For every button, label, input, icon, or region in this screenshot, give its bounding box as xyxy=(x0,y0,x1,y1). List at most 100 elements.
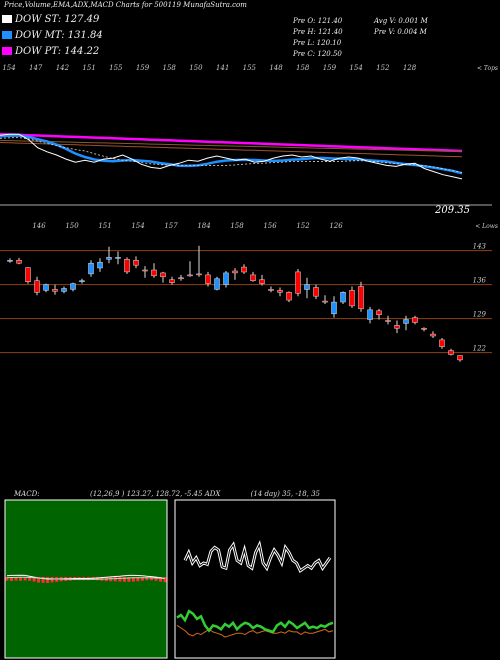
candle-body xyxy=(25,267,31,282)
adx-line-inner xyxy=(184,543,331,572)
macd-histogram-bar xyxy=(127,577,131,582)
candle-body xyxy=(232,270,238,274)
legend-swatch-pt xyxy=(2,47,12,55)
ema-top-tick-label: 155 xyxy=(243,64,257,72)
legend-label-pt: DOW PT: 144.22 xyxy=(15,46,100,57)
candle-body xyxy=(214,278,220,290)
candle-body xyxy=(169,279,175,283)
candle-body xyxy=(178,277,184,280)
candle-top-tick-label: 184 xyxy=(197,222,210,230)
macd-histogram-bar xyxy=(118,577,122,582)
candle-body xyxy=(268,289,274,291)
ema-top-tick-label: 141 xyxy=(216,64,229,72)
candle-body xyxy=(106,257,112,260)
candle-body xyxy=(205,274,211,284)
adx-values: (14 day) 35, -18, 35 xyxy=(250,490,321,498)
legend-label-mt: DOW MT: 131.84 xyxy=(15,30,103,41)
macd-histogram-bar xyxy=(122,577,126,582)
ema-top-tick-label: 128 xyxy=(403,64,417,72)
candle-body xyxy=(403,319,409,324)
macd-title: MACD xyxy=(14,490,38,498)
candle-top-tick-label: 157 xyxy=(164,222,178,230)
candle-body xyxy=(295,271,301,294)
ema-top-tick-label: 142 xyxy=(56,64,70,72)
candle-body xyxy=(457,355,463,361)
stat-prev-close: Pre C: 120.50 xyxy=(293,50,342,58)
candle-body xyxy=(286,292,292,301)
candle-body xyxy=(421,328,427,330)
ema-top-tick-label: 154 xyxy=(349,64,362,72)
macd-signal-line xyxy=(6,576,166,580)
ema-last-label: 209.35 xyxy=(434,205,470,216)
macd-histogram-bar xyxy=(145,577,149,581)
candle-body xyxy=(70,283,76,290)
macd-histogram-bar xyxy=(14,577,18,581)
candle-body xyxy=(61,288,67,292)
candle-body xyxy=(304,284,310,290)
macd-histogram-bar xyxy=(113,577,117,582)
candle-body xyxy=(43,284,49,291)
macd-histogram-bar xyxy=(159,577,162,582)
candle-body xyxy=(412,317,418,323)
candle-body xyxy=(115,257,121,259)
price-level-label: 136 xyxy=(473,277,487,285)
macd-histogram-bar xyxy=(95,577,99,581)
ema-top-tick-label: 151 xyxy=(82,64,95,72)
candle-body xyxy=(349,290,355,307)
candle-body xyxy=(259,279,265,284)
ema-st-line xyxy=(0,133,463,180)
candle-top-tick-label: 152 xyxy=(296,222,310,230)
candle-top-tick-label: 150 xyxy=(65,222,79,230)
candle-body xyxy=(187,274,193,277)
ema-top-tick-label: 159 xyxy=(136,64,150,72)
price-level-label: 143 xyxy=(473,243,487,251)
legend-swatch-st xyxy=(2,15,12,23)
candle-body xyxy=(313,287,319,297)
macd-histogram-bar xyxy=(140,577,144,581)
stat-prev-open: Pre O: 121.40 xyxy=(293,17,343,25)
candle-body xyxy=(430,333,436,337)
macd-values: (12,26,9 ) 123.27, 128.72, -5.45 xyxy=(90,490,203,498)
candle-body xyxy=(124,259,130,273)
macd-histogram-bar xyxy=(5,577,9,581)
stat-prev-high: Pre H: 121.40 xyxy=(293,28,343,36)
macd-histogram-bar xyxy=(37,577,41,583)
candle-body xyxy=(133,260,139,266)
adx-title: ADX xyxy=(204,490,221,498)
candle-lows-label: < Lows xyxy=(475,223,498,230)
ema-top-tick-label: 154 xyxy=(2,64,15,72)
candle-body xyxy=(340,292,346,303)
candle-body xyxy=(394,325,400,329)
candle-body xyxy=(196,273,202,276)
ema-top-tick-label: 148 xyxy=(269,64,283,72)
legend-label-st: DOW ST: 127.49 xyxy=(15,14,100,25)
candle-body xyxy=(79,280,85,282)
adx-label: (12,26,9 ) 123.27, 128.72, -5.45 ADX (14… xyxy=(90,490,320,498)
macd-histogram-bar xyxy=(28,577,32,581)
candle-body xyxy=(376,310,382,315)
candle-top-tick-label: 126 xyxy=(329,222,343,230)
stat-prev-low: Pre L: 120.10 xyxy=(293,39,342,47)
ema-top-tick-label: 152 xyxy=(376,64,390,72)
macd-label: MACD: xyxy=(14,490,40,498)
candle-body xyxy=(97,261,103,269)
candle-top-tick-label: 156 xyxy=(263,222,277,230)
ema-dotted-line xyxy=(0,137,463,173)
candle-top-tick-label: 151 xyxy=(98,222,111,230)
macd-histogram-bar xyxy=(50,577,54,583)
stat-prev-volume: Pre V: 0.004 M xyxy=(374,28,427,36)
candle-body xyxy=(367,309,373,320)
ema-top-tick-label: 155 xyxy=(109,64,123,72)
chart-title: Price,Volume,EMA,ADX,MACD Charts for 500… xyxy=(4,1,247,9)
macd-histogram-bar xyxy=(41,577,45,583)
ema-long-line-1 xyxy=(0,139,463,153)
candle-body xyxy=(223,272,229,285)
candle-body xyxy=(250,274,256,281)
macd-histogram-bar xyxy=(131,577,135,582)
candle-body xyxy=(88,262,94,275)
macd-line xyxy=(6,574,166,580)
macd-histogram-bar xyxy=(154,577,158,581)
stat-avg-volume: Avg V: 0.001 M xyxy=(374,17,428,25)
candle-body xyxy=(358,286,364,310)
ema-top-tick-label: 158 xyxy=(163,64,177,72)
